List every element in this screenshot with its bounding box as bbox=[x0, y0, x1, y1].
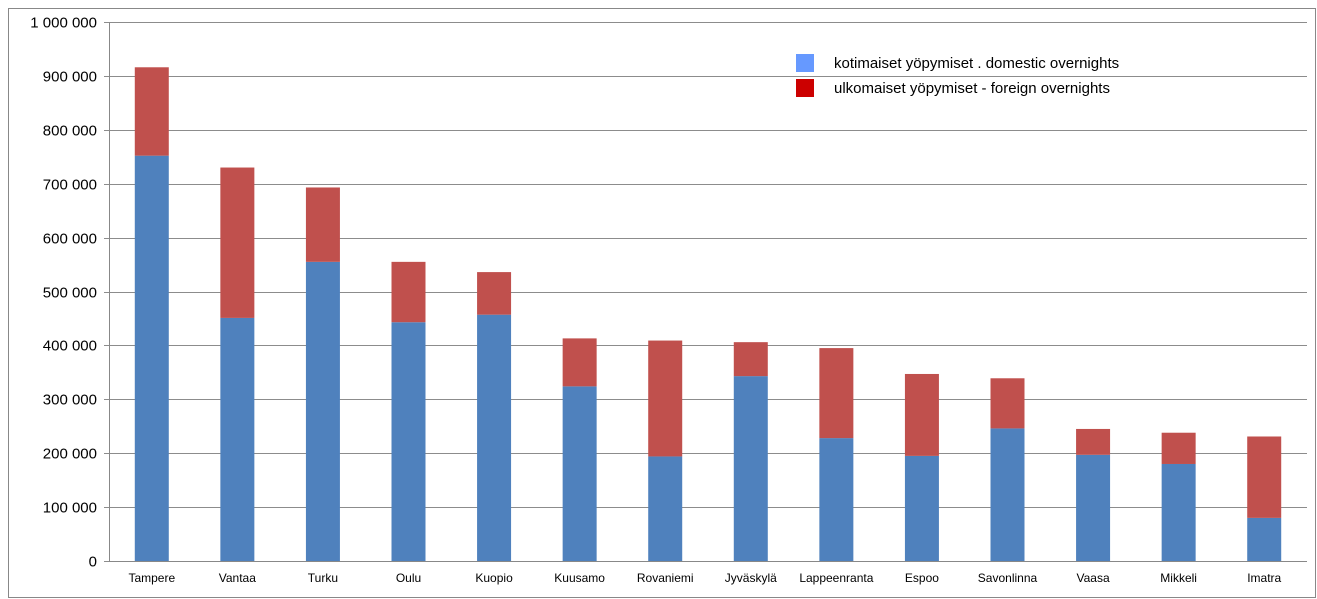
y-tick-label: 600 000 bbox=[43, 231, 97, 248]
y-tick-label: 100 000 bbox=[43, 500, 97, 517]
x-tick-label: Oulu bbox=[396, 571, 421, 585]
y-tick-label: 0 bbox=[89, 554, 97, 571]
x-tick-label: Mikkeli bbox=[1160, 571, 1197, 585]
y-tick-label: 1 000 000 bbox=[30, 15, 97, 32]
bar-domestic bbox=[648, 456, 683, 561]
bar-foreign bbox=[305, 187, 340, 262]
y-tick-label: 800 000 bbox=[43, 123, 97, 140]
x-tick-label: Kuusamo bbox=[554, 571, 605, 585]
bar-domestic bbox=[1247, 517, 1282, 561]
bars-group bbox=[134, 67, 1282, 561]
bar-domestic bbox=[819, 438, 854, 561]
bar-domestic bbox=[562, 386, 597, 561]
y-tick-label: 200 000 bbox=[43, 446, 97, 463]
bar-foreign bbox=[904, 373, 939, 456]
x-tick-label: Lappeenranta bbox=[799, 571, 873, 585]
legend-swatch bbox=[796, 54, 814, 72]
legend-swatch bbox=[796, 79, 814, 97]
bar-domestic bbox=[904, 455, 939, 561]
bar-foreign bbox=[562, 338, 597, 387]
x-tick-label: Vantaa bbox=[219, 571, 256, 585]
x-tick-label: Jyväskylä bbox=[725, 571, 777, 585]
bar-foreign bbox=[134, 67, 169, 156]
bar-domestic bbox=[305, 261, 340, 561]
bar-domestic bbox=[1161, 463, 1196, 561]
x-tick-label: Imatra bbox=[1247, 571, 1281, 585]
bar-foreign bbox=[477, 272, 512, 315]
x-tick-label: Tampere bbox=[128, 571, 175, 585]
bar-foreign bbox=[648, 340, 683, 457]
legend-label: ulkomaiset yöpymiset - foreign overnight… bbox=[834, 80, 1110, 97]
y-tick-label: 500 000 bbox=[43, 285, 97, 302]
y-axis-tick-labels: 0 100 000 200 000 300 000 400 000 500 000 600 … bbox=[30, 15, 97, 571]
x-tick-label: Savonlinna bbox=[978, 571, 1038, 585]
bar-foreign bbox=[733, 342, 768, 377]
bar-domestic bbox=[477, 314, 512, 561]
x-tick-label: Kuopio bbox=[475, 571, 513, 585]
bar-domestic bbox=[391, 322, 426, 561]
y-tick-label: 900 000 bbox=[43, 69, 97, 86]
bar-foreign bbox=[1161, 432, 1196, 464]
y-tick-label: 700 000 bbox=[43, 177, 97, 194]
x-tick-label: Vaasa bbox=[1077, 571, 1110, 585]
bar-foreign bbox=[1247, 436, 1282, 518]
y-tick-label: 400 000 bbox=[43, 338, 97, 355]
x-tick-label: Rovaniemi bbox=[637, 571, 694, 585]
bar-domestic bbox=[134, 155, 169, 561]
x-tick-label: Espoo bbox=[905, 571, 939, 585]
legend: kotimaiset yöpymiset . domestic overnigh… bbox=[796, 54, 1119, 97]
bar-foreign bbox=[391, 261, 426, 323]
bar-foreign bbox=[819, 348, 854, 439]
bar-domestic bbox=[220, 317, 255, 561]
x-axis-category-labels: Tampere Vantaa Turku Oulu Kuopio Kuusamo Rovan… bbox=[128, 571, 1281, 585]
bar-foreign bbox=[220, 167, 255, 318]
y-tick-label: 300 000 bbox=[43, 392, 97, 409]
bar-domestic bbox=[733, 376, 768, 561]
bar-foreign bbox=[1076, 428, 1111, 455]
bar-domestic bbox=[1076, 454, 1111, 561]
legend-label: kotimaiset yöpymiset . domestic overnigh… bbox=[834, 55, 1119, 72]
bar-foreign bbox=[990, 378, 1025, 429]
bar-domestic bbox=[990, 428, 1025, 561]
x-tick-label: Turku bbox=[308, 571, 338, 585]
